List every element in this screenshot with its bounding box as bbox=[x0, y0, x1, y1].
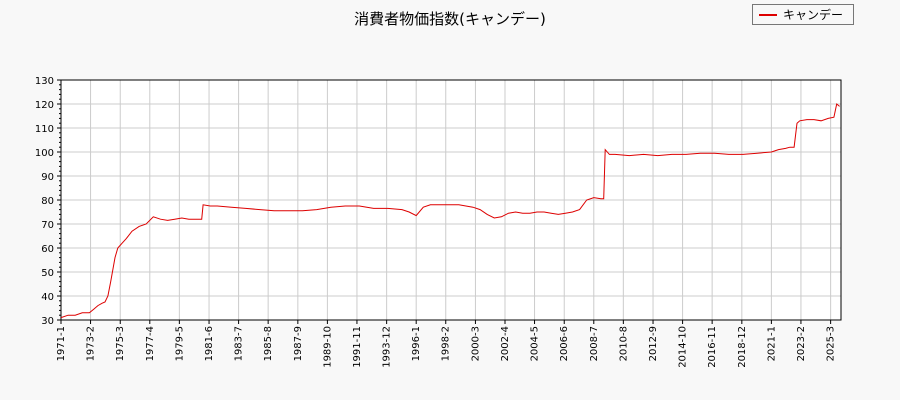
legend-swatch bbox=[759, 13, 777, 16]
x-tick-label: 2012-9 bbox=[648, 326, 659, 361]
x-tick-label: 1991-11 bbox=[352, 326, 363, 368]
x-tick-label: 1985-8 bbox=[263, 326, 274, 361]
series-line-0 bbox=[60, 103, 840, 319]
y-tick-label: 50 bbox=[41, 268, 54, 279]
x-tick-label: 1987-9 bbox=[293, 326, 304, 361]
x-tick-label: 1979-5 bbox=[174, 326, 185, 361]
x-tick-label: 1996-1 bbox=[411, 326, 422, 361]
x-tick-label: 2023-2 bbox=[796, 326, 807, 361]
y-tick-label: 90 bbox=[41, 172, 54, 183]
x-tick-label: 1993-12 bbox=[382, 326, 393, 368]
x-tick-label: 2008-7 bbox=[589, 326, 600, 361]
x-tick-label: 2021-1 bbox=[766, 326, 777, 361]
x-tick-label: 2025-3 bbox=[826, 326, 837, 361]
x-tick-label: 2014-10 bbox=[678, 326, 689, 368]
x-tick-label: 1973-2 bbox=[86, 326, 97, 361]
x-tick-label: 1983-7 bbox=[234, 326, 245, 361]
y-tick-label: 60 bbox=[41, 244, 54, 255]
y-tick-label: 120 bbox=[35, 100, 54, 111]
y-tick-label: 130 bbox=[35, 76, 54, 87]
y-tick-label: 100 bbox=[35, 148, 54, 159]
legend: キャンデー bbox=[752, 4, 854, 25]
y-tick-label: 110 bbox=[35, 124, 54, 135]
x-tick-label: 2016-11 bbox=[707, 326, 718, 368]
y-tick-label: 40 bbox=[41, 292, 54, 303]
x-tick-label: 1998-2 bbox=[441, 326, 452, 361]
x-tick-label: 1971-1 bbox=[56, 326, 67, 361]
x-tick-label: 2018-12 bbox=[737, 326, 748, 368]
y-tick-label: 70 bbox=[41, 220, 54, 231]
x-tick-label: 2006-6 bbox=[559, 326, 570, 361]
x-tick-label: 2000-3 bbox=[470, 326, 481, 361]
x-tick-label: 2010-8 bbox=[618, 326, 629, 361]
legend-label: キャンデー bbox=[783, 8, 844, 22]
x-tick-label: 1977-4 bbox=[145, 326, 156, 361]
x-tick-label: 2002-4 bbox=[500, 326, 511, 361]
y-tick-label: 30 bbox=[41, 316, 54, 327]
x-tick-label: 1975-3 bbox=[115, 326, 126, 361]
x-tick-label: 1989-10 bbox=[322, 326, 333, 368]
x-tick-label: 2004-5 bbox=[530, 326, 541, 361]
chart-title: 消費者物価指数(キャンデー) bbox=[354, 10, 546, 28]
x-tick-label: 1981-6 bbox=[204, 326, 215, 361]
y-tick-label: 80 bbox=[41, 196, 54, 207]
plot-frame bbox=[60, 79, 842, 321]
